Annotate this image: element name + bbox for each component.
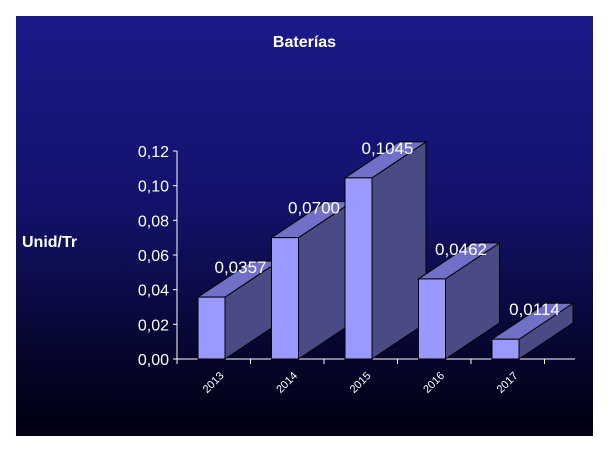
chart-title: Baterías	[272, 34, 337, 51]
bar	[418, 278, 446, 360]
bar	[491, 338, 520, 360]
y-axis-title: Unid/Tr	[22, 234, 78, 251]
y-tick-label: 0,04	[138, 283, 169, 300]
y-tick-label: 0,12	[138, 144, 169, 161]
data-label: 0,0114	[509, 300, 560, 319]
data-label: 0,1045	[362, 139, 414, 158]
x-tick-label: 2013	[201, 370, 227, 396]
y-tick-label: 0,10	[138, 179, 169, 196]
y-tick-label: 0,02	[138, 317, 169, 334]
data-label: 0,0357	[215, 258, 267, 277]
chart-frame: Baterías Unid/Tr 0,00 0,02 0,04 0,06 0,08 0,1…	[16, 16, 593, 436]
y-tick-label: 0,00	[138, 352, 169, 369]
x-tick-label: 2014	[274, 370, 300, 396]
y-tick-label: 0,06	[138, 248, 169, 265]
bar	[344, 177, 373, 360]
y-tick-label: 0,08	[138, 213, 169, 230]
bar	[271, 237, 299, 360]
bar-side	[371, 140, 427, 360]
plot-area: 0,00 0,02 0,04 0,06 0,08 0,10 0,12 0,0357 2013 0,…	[138, 139, 575, 396]
bar	[197, 296, 226, 360]
x-tick-label: 2017	[495, 370, 521, 396]
x-tick-label: 2015	[348, 370, 374, 396]
data-label: 0,0700	[288, 199, 340, 218]
data-label: 0,0462	[435, 240, 487, 259]
x-tick-label: 2016	[421, 370, 447, 396]
